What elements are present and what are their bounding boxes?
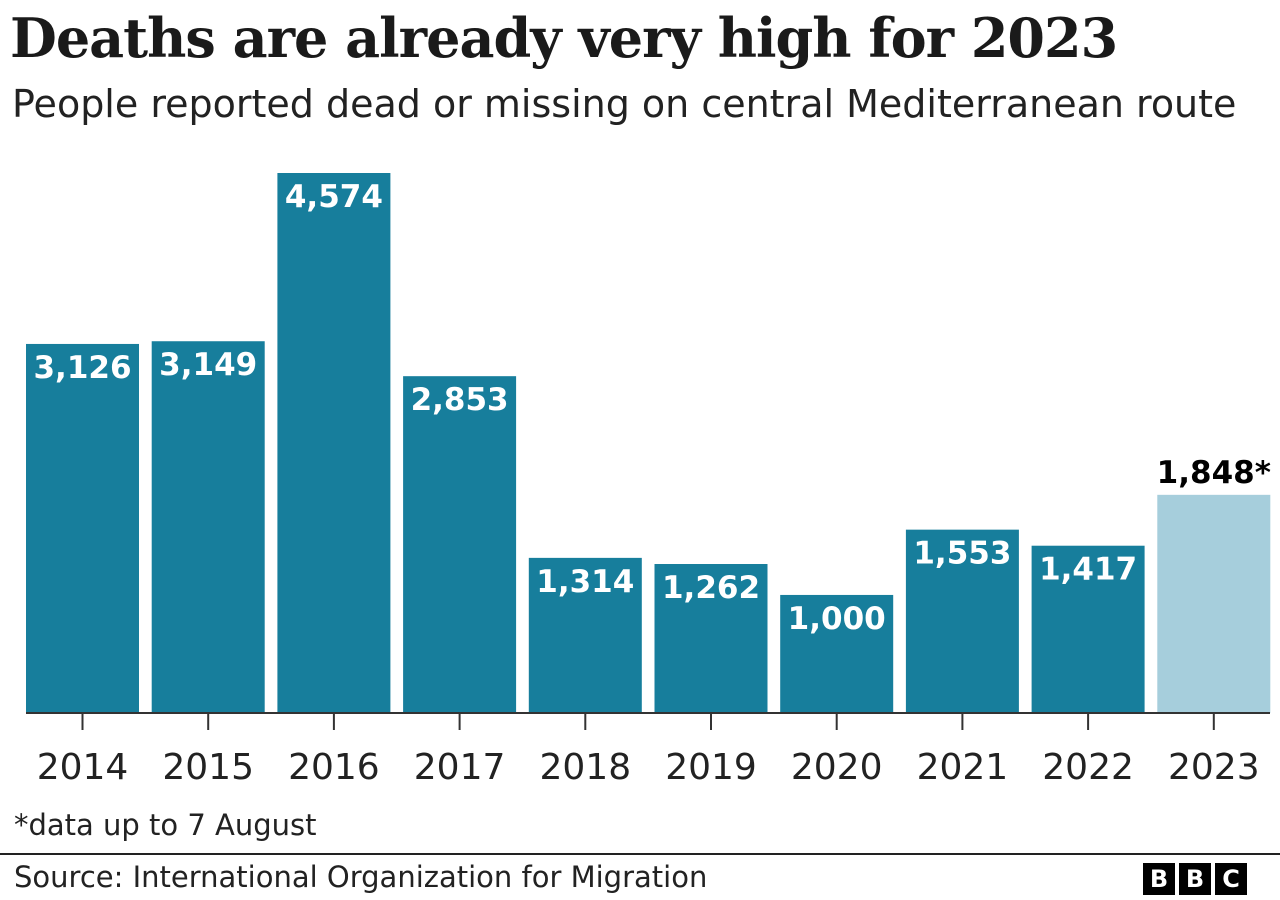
bbc-logo: B B C <box>1143 863 1247 895</box>
value-label-2019: 1,262 <box>662 570 760 606</box>
bar-2022 <box>1031 545 1145 713</box>
logo-letter-b2: B <box>1179 863 1211 895</box>
bar-2017 <box>403 376 517 713</box>
footnote: *data up to 7 August <box>14 808 317 842</box>
bar-2015 <box>151 341 265 713</box>
chart-title: Deaths are already very high for 2023 <box>10 6 1118 70</box>
bar-2014 <box>26 343 139 713</box>
x-tick-label-2017: 2017 <box>414 747 506 788</box>
source-credit: Source: International Organization for M… <box>14 860 708 894</box>
chart-subtitle: People reported dead or missing on centr… <box>12 82 1237 126</box>
x-tick-label-2019: 2019 <box>665 747 757 788</box>
x-tick-label-2016: 2016 <box>288 747 380 788</box>
x-tick-label-2021: 2021 <box>917 747 1009 788</box>
footer-divider <box>0 853 1280 855</box>
x-tick-label-2020: 2020 <box>791 747 883 788</box>
value-label-2018: 1,314 <box>536 564 634 600</box>
value-label-2016: 4,574 <box>285 179 383 215</box>
bar-2016 <box>277 173 391 713</box>
logo-letter-c: C <box>1215 863 1247 895</box>
value-label-2020: 1,000 <box>788 601 886 637</box>
x-tick-label-2023: 2023 <box>1168 747 1260 788</box>
bar-2021 <box>905 529 1019 713</box>
value-label-2015: 3,149 <box>159 347 257 383</box>
value-label-2014: 3,126 <box>33 350 131 386</box>
bar-2023 <box>1157 494 1271 713</box>
value-label-2017: 2,853 <box>411 382 509 418</box>
bar-2018 <box>528 557 642 713</box>
x-tick-label-2022: 2022 <box>1042 747 1134 788</box>
x-tick-label-2014: 2014 <box>37 747 129 788</box>
value-label-2021: 1,553 <box>913 536 1011 572</box>
value-label-2023: 1,848* <box>1157 455 1271 491</box>
value-label-2022: 1,417 <box>1039 552 1137 588</box>
logo-letter-b1: B <box>1143 863 1175 895</box>
x-tick-label-2018: 2018 <box>539 747 631 788</box>
bar-2019 <box>654 564 768 713</box>
bar-2020 <box>780 594 894 713</box>
x-tick-label-2015: 2015 <box>162 747 254 788</box>
